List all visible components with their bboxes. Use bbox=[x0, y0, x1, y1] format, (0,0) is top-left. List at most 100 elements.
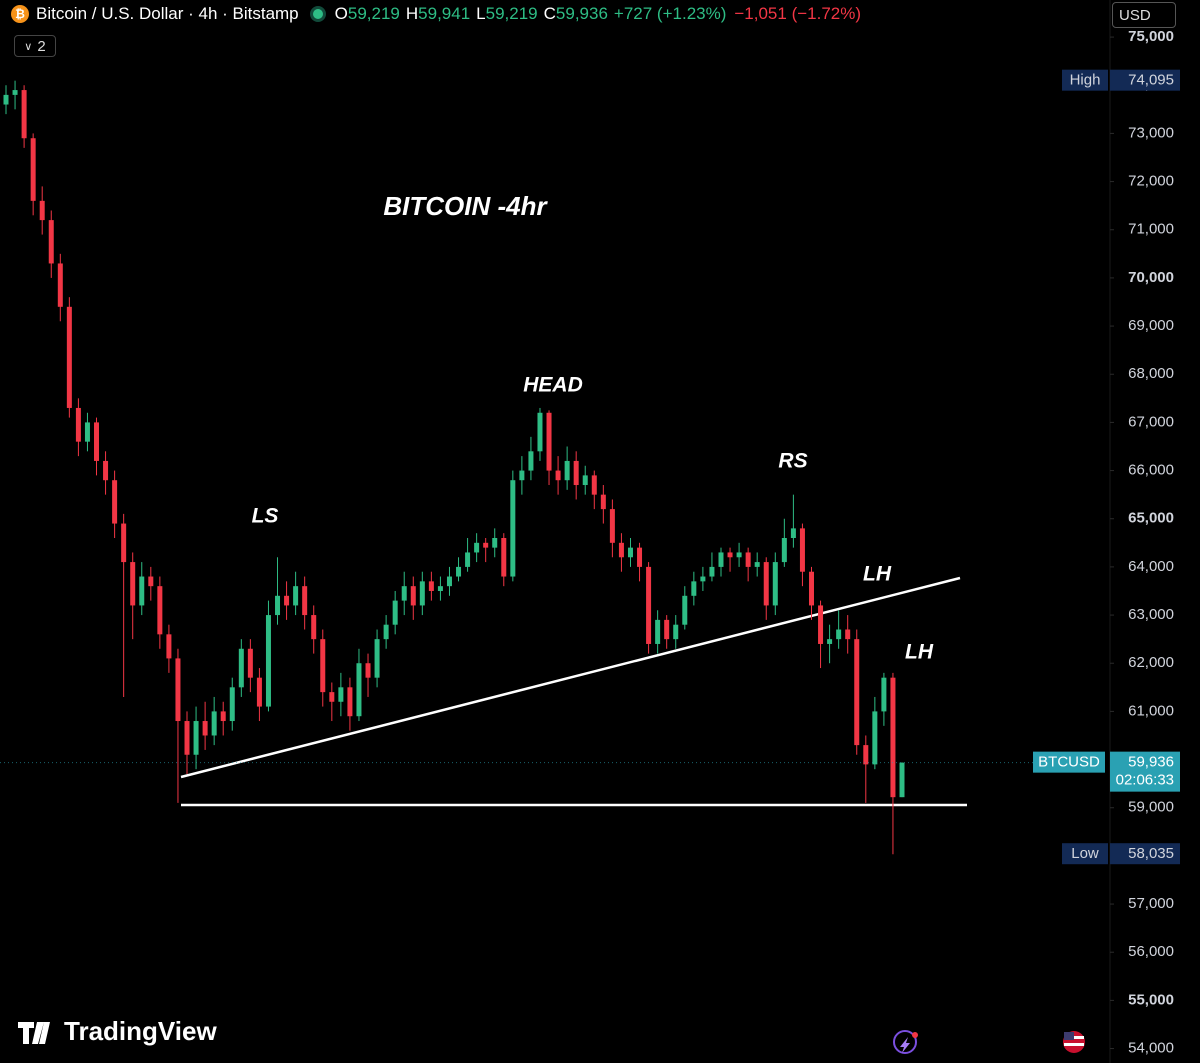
y-tick-label: 55,000 bbox=[1128, 991, 1174, 1008]
candle-body bbox=[600, 494, 606, 510]
candle-body bbox=[365, 663, 371, 678]
candle-body bbox=[700, 576, 706, 582]
marker-name: High bbox=[1070, 72, 1101, 89]
candle-body bbox=[75, 407, 81, 442]
candle-body bbox=[899, 762, 905, 798]
candle-body bbox=[410, 586, 416, 606]
candle-body bbox=[483, 542, 489, 548]
candle-body bbox=[265, 615, 271, 707]
candle-body bbox=[30, 138, 36, 201]
candle-body bbox=[790, 528, 796, 539]
marker-name: Low bbox=[1071, 845, 1099, 862]
candle-body bbox=[428, 581, 434, 591]
day-change: −1,051 (−1.72%) bbox=[734, 4, 862, 23]
indicator-count: 2 bbox=[37, 37, 46, 55]
flag-stripe bbox=[1064, 1043, 1084, 1046]
candle-body bbox=[175, 658, 181, 722]
y-tick-label: 59,000 bbox=[1128, 799, 1174, 816]
y-tick-label: 54,000 bbox=[1128, 1040, 1174, 1057]
candle-body bbox=[202, 721, 208, 736]
ohlc-label: L bbox=[476, 4, 486, 23]
currency-select[interactable]: USD bbox=[1112, 2, 1176, 28]
ohlc-value: 59,219 bbox=[485, 4, 538, 23]
candle-body bbox=[573, 460, 579, 486]
y-tick-label: 57,000 bbox=[1128, 895, 1174, 912]
symbol-header: ₿ Bitcoin / U.S. Dollar · 4h · Bitstamp … bbox=[10, 3, 861, 25]
marker-name-box bbox=[1062, 69, 1108, 91]
candle-body bbox=[465, 552, 471, 567]
candle-body bbox=[691, 581, 697, 596]
candle-body bbox=[763, 562, 769, 606]
candle-body bbox=[311, 615, 317, 640]
last-name: BTCUSD bbox=[1038, 754, 1100, 771]
candle-body bbox=[320, 639, 326, 693]
y-tick-label: 75,000 bbox=[1128, 28, 1174, 45]
flag-canton bbox=[1064, 1032, 1074, 1040]
candle-body bbox=[57, 263, 63, 307]
svg-text:₿: ₿ bbox=[15, 7, 25, 21]
candle-body bbox=[555, 470, 561, 481]
candle-body bbox=[302, 586, 308, 616]
candle-body bbox=[727, 552, 733, 558]
candle-body bbox=[736, 552, 742, 558]
candle-body bbox=[130, 562, 136, 606]
candle-body bbox=[401, 586, 407, 601]
candle-body bbox=[863, 745, 869, 765]
logo-icon bbox=[18, 1022, 50, 1044]
symbol-name[interactable]: Bitcoin / U.S. Dollar · 4h · Bitstamp bbox=[36, 4, 299, 23]
candle-body bbox=[211, 711, 217, 736]
y-tick-label: 73,000 bbox=[1128, 124, 1174, 141]
candle-body bbox=[881, 677, 887, 712]
candle-body bbox=[184, 721, 190, 755]
candle-body bbox=[256, 677, 262, 707]
candle-body bbox=[157, 586, 163, 635]
y-tick-label: 71,000 bbox=[1128, 221, 1174, 238]
candle-body bbox=[238, 648, 244, 688]
y-tick-label: 72,000 bbox=[1128, 173, 1174, 190]
candle-body bbox=[655, 619, 661, 644]
candle-body bbox=[374, 639, 380, 678]
candle-body bbox=[673, 624, 679, 640]
candle-body bbox=[94, 422, 100, 461]
candle-body bbox=[103, 460, 109, 481]
candle-body bbox=[519, 470, 525, 481]
candle-body bbox=[627, 547, 633, 558]
candle-body bbox=[284, 595, 290, 606]
flag-icon[interactable] bbox=[1063, 1031, 1085, 1053]
y-tick-label: 70,000 bbox=[1128, 269, 1174, 286]
y-tick-label: 64,000 bbox=[1128, 558, 1174, 575]
candle-body bbox=[293, 586, 299, 606]
y-tick-label: 69,000 bbox=[1128, 317, 1174, 334]
candle-body bbox=[383, 624, 389, 640]
candle-body bbox=[66, 306, 72, 408]
candle-body bbox=[456, 566, 462, 577]
candle-body bbox=[121, 523, 127, 563]
candle-body bbox=[437, 586, 443, 591]
last-price: 59,936 bbox=[1128, 754, 1174, 771]
annotation: LH bbox=[863, 563, 892, 586]
annotation: RS bbox=[778, 450, 807, 473]
candle-body bbox=[166, 634, 172, 659]
y-tick-label: 61,000 bbox=[1128, 702, 1174, 719]
candle-body bbox=[3, 94, 9, 105]
marker-price-box bbox=[1110, 843, 1180, 865]
btc-icon: ₿ bbox=[11, 5, 29, 23]
y-tick-label: 62,000 bbox=[1128, 654, 1174, 671]
ohlc-value: 59,941 bbox=[418, 4, 471, 23]
candle-body bbox=[356, 663, 362, 717]
candle-body bbox=[591, 475, 597, 495]
assistant-icon[interactable] bbox=[893, 1030, 918, 1054]
candle-body bbox=[818, 605, 824, 644]
candle-body bbox=[546, 412, 552, 471]
y-tick-label: 66,000 bbox=[1128, 462, 1174, 479]
y-tick-label: 67,000 bbox=[1128, 413, 1174, 430]
indicator-toggle[interactable]: ∨ 2 bbox=[14, 35, 56, 57]
y-tick-label: 63,000 bbox=[1128, 606, 1174, 623]
candle-body bbox=[446, 576, 452, 587]
annotation: LH bbox=[905, 641, 934, 664]
neckline-trendline bbox=[180, 576, 961, 779]
high-marker: High 74,095 bbox=[1062, 69, 1180, 91]
last-price-box bbox=[1110, 751, 1180, 792]
candle-body bbox=[112, 480, 118, 524]
